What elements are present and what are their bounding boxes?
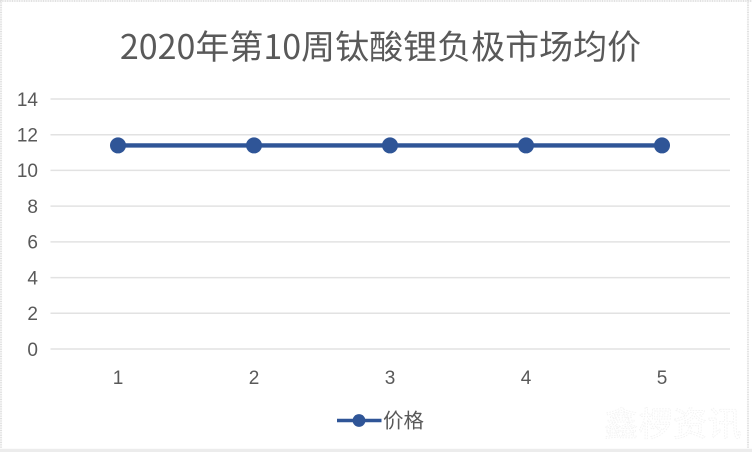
svg-text:8: 8 [27, 197, 38, 218]
svg-text:14: 14 [17, 90, 39, 111]
svg-text:5: 5 [657, 368, 668, 389]
svg-text:10: 10 [17, 161, 38, 182]
svg-text:3: 3 [385, 368, 396, 389]
svg-text:2: 2 [249, 368, 260, 389]
svg-text:4: 4 [27, 268, 38, 289]
svg-text:0: 0 [27, 340, 38, 361]
svg-text:4: 4 [521, 368, 532, 389]
svg-text:12: 12 [17, 126, 38, 147]
svg-text:1: 1 [113, 368, 124, 389]
svg-text:6: 6 [27, 233, 38, 254]
svg-text:2: 2 [27, 304, 38, 325]
